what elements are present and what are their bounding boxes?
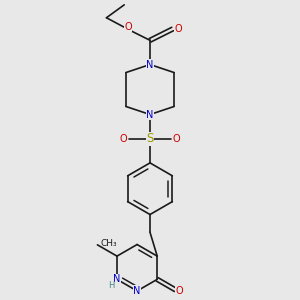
- Text: O: O: [173, 134, 181, 144]
- Text: O: O: [119, 134, 127, 144]
- Text: N: N: [146, 59, 154, 70]
- Text: N: N: [134, 286, 141, 296]
- Text: N: N: [146, 110, 154, 119]
- Text: O: O: [124, 22, 132, 32]
- Text: O: O: [176, 286, 183, 296]
- Text: H: H: [108, 281, 114, 290]
- Text: S: S: [146, 132, 154, 145]
- Text: O: O: [175, 24, 182, 34]
- Text: CH₃: CH₃: [101, 239, 117, 248]
- Text: N: N: [113, 274, 121, 284]
